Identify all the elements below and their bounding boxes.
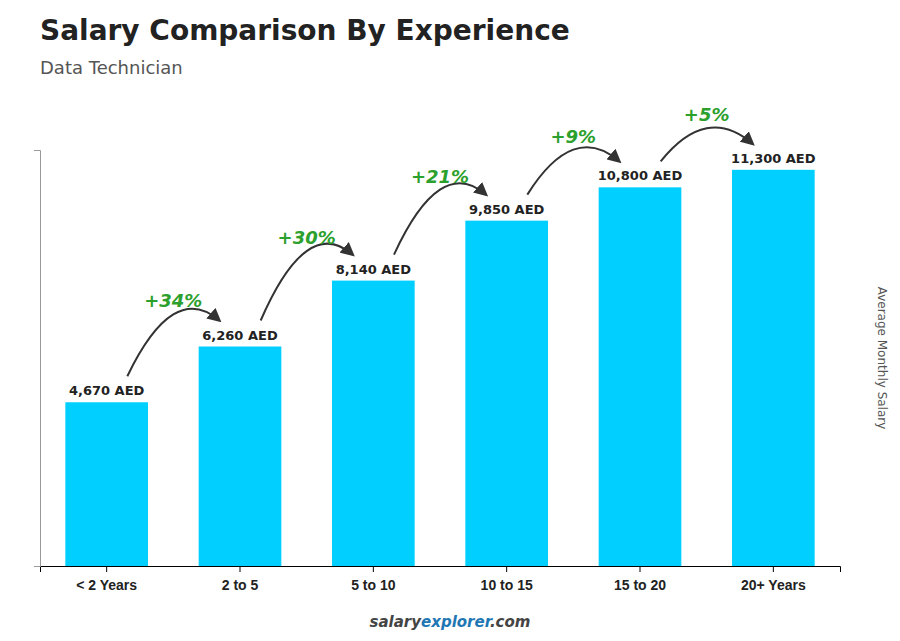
x-axis-line: [41, 567, 841, 573]
watermark: salaryexplorer.com: [370, 613, 531, 631]
x-tick-label: 15 to 20: [614, 577, 666, 593]
growth-arrow: [394, 183, 486, 254]
bars: [65, 170, 814, 566]
x-tick: 15 to 20: [614, 566, 666, 593]
bar: [732, 170, 815, 566]
data-label: 8,140 AED: [336, 262, 412, 277]
data-label: 6,260 AED: [202, 328, 278, 343]
title: Salary Comparison By Experience: [40, 14, 570, 47]
x-tick: 5 to 10: [351, 566, 396, 593]
bar: [332, 281, 415, 566]
bar: [65, 402, 148, 566]
bar: [599, 187, 682, 566]
x-tick-label: < 2 Years: [76, 577, 137, 593]
x-tick-mark: [773, 566, 774, 572]
x-tick-mark: [506, 566, 507, 572]
bar: [465, 221, 548, 566]
annotations: +34% +30% +21% +9% +5%: [127, 104, 752, 376]
x-tick: 20+ Years: [741, 566, 806, 593]
x-tick-mark: [240, 566, 241, 572]
x-tick: 2 to 5: [222, 566, 259, 593]
x-tick-mark: [106, 566, 107, 572]
data-labels: 4,670 AED 6,260 AED 8,140 AED 9,850 AED 10,8…: [69, 151, 816, 398]
x-tick-label: 10 to 15: [481, 577, 533, 593]
watermark-part: .com: [490, 613, 531, 631]
growth-label: +30%: [278, 227, 336, 248]
data-label: 9,850 AED: [469, 202, 545, 217]
x-tick-mark: [373, 566, 374, 572]
plot: < 2 Years 2 to 5 5 to 10 10 to 15 15 to 20 20…: [34, 104, 841, 593]
y-axis: [34, 151, 41, 567]
growth-arrow: [661, 127, 753, 161]
x-tick-mark: [640, 566, 641, 572]
data-label: 11,300 AED: [731, 151, 816, 166]
growth-label: +34%: [144, 290, 202, 311]
growth-label: +9%: [551, 126, 597, 147]
x-tick-label: 2 to 5: [222, 577, 259, 593]
x-tick-label: 5 to 10: [351, 577, 396, 593]
subtitle: Data Technician: [40, 57, 183, 78]
y-axis-line: [34, 151, 41, 567]
growth-arrow: [127, 309, 219, 377]
x-axis: < 2 Years 2 to 5 5 to 10 10 to 15 15 to 20 20…: [41, 566, 841, 593]
data-label: 10,800 AED: [598, 168, 683, 183]
x-tick: < 2 Years: [76, 566, 137, 593]
data-label: 4,670 AED: [69, 383, 145, 398]
growth-label: +21%: [411, 166, 469, 187]
bar: [199, 347, 282, 566]
chart: Salary Comparison By Experience Data Tech…: [0, 0, 900, 641]
y-axis-title: Average Monthly Salary: [875, 287, 889, 430]
watermark-part: explorer: [421, 613, 494, 631]
watermark-part: salary: [370, 613, 423, 631]
growth-label: +5%: [684, 104, 730, 125]
x-tick-label: 20+ Years: [741, 577, 806, 593]
growth-arrow: [261, 244, 353, 321]
growth-arrow: [527, 147, 619, 194]
x-tick: 10 to 15: [481, 566, 533, 593]
